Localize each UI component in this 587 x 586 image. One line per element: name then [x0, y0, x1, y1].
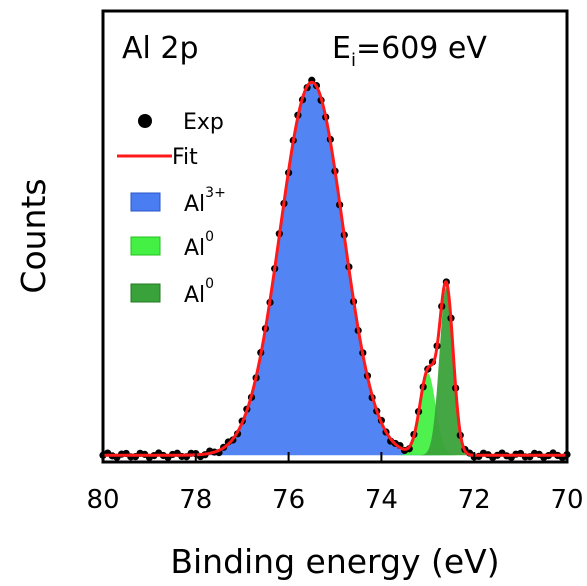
legend-al0a-swatch [130, 236, 161, 256]
component-area-2 [381, 287, 512, 456]
energy-label-suffix: =609 eV [356, 31, 487, 66]
energy-label-sub: i [351, 50, 356, 71]
y-axis-title: Counts [14, 178, 53, 293]
legend-al0b-text: Al [184, 283, 205, 308]
fit-layer [103, 80, 567, 457]
legend-al0b-label: Al0 [184, 276, 214, 308]
legend-al0b-sup: 0 [205, 276, 214, 292]
x-tick-label: 72 [458, 485, 491, 515]
x-tick-label: 78 [179, 485, 212, 515]
legend-exp-label: Exp [183, 110, 224, 135]
energy-label-prefix: E [332, 31, 351, 66]
legend-fit-label: Fit [172, 145, 198, 170]
fit-line [103, 80, 567, 457]
legend-exp-marker [138, 114, 152, 128]
x-tick-label: 80 [86, 485, 119, 515]
legend-al0a-sup: 0 [205, 229, 214, 245]
legend-al3-text: Al [184, 192, 205, 217]
legend-al3-label: Al3+ [184, 185, 226, 217]
panel-label: Al 2p [122, 31, 199, 66]
energy-label: Ei=609 eV [332, 31, 487, 71]
component-area-0 [14, 82, 587, 456]
components-layer [14, 82, 587, 456]
x-tick-label: 70 [550, 485, 583, 515]
plot-frame [101, 9, 569, 464]
x-tick-label: 76 [272, 485, 305, 515]
legend-al3-sup: 3+ [205, 185, 226, 201]
x-axis-title: Binding energy (eV) [170, 542, 499, 581]
legend: Exp Fit Al3+ Al0 Al0 [117, 110, 226, 308]
component-area-1 [353, 373, 503, 456]
legend-al0a-label: Al0 [184, 229, 214, 261]
x-ticks: 80 78 76 74 72 70 [86, 452, 584, 515]
legend-al3-swatch [130, 192, 161, 212]
x-tick-label: 74 [365, 485, 398, 515]
legend-al0a-text: Al [184, 236, 205, 261]
legend-al0b-swatch [130, 283, 161, 303]
